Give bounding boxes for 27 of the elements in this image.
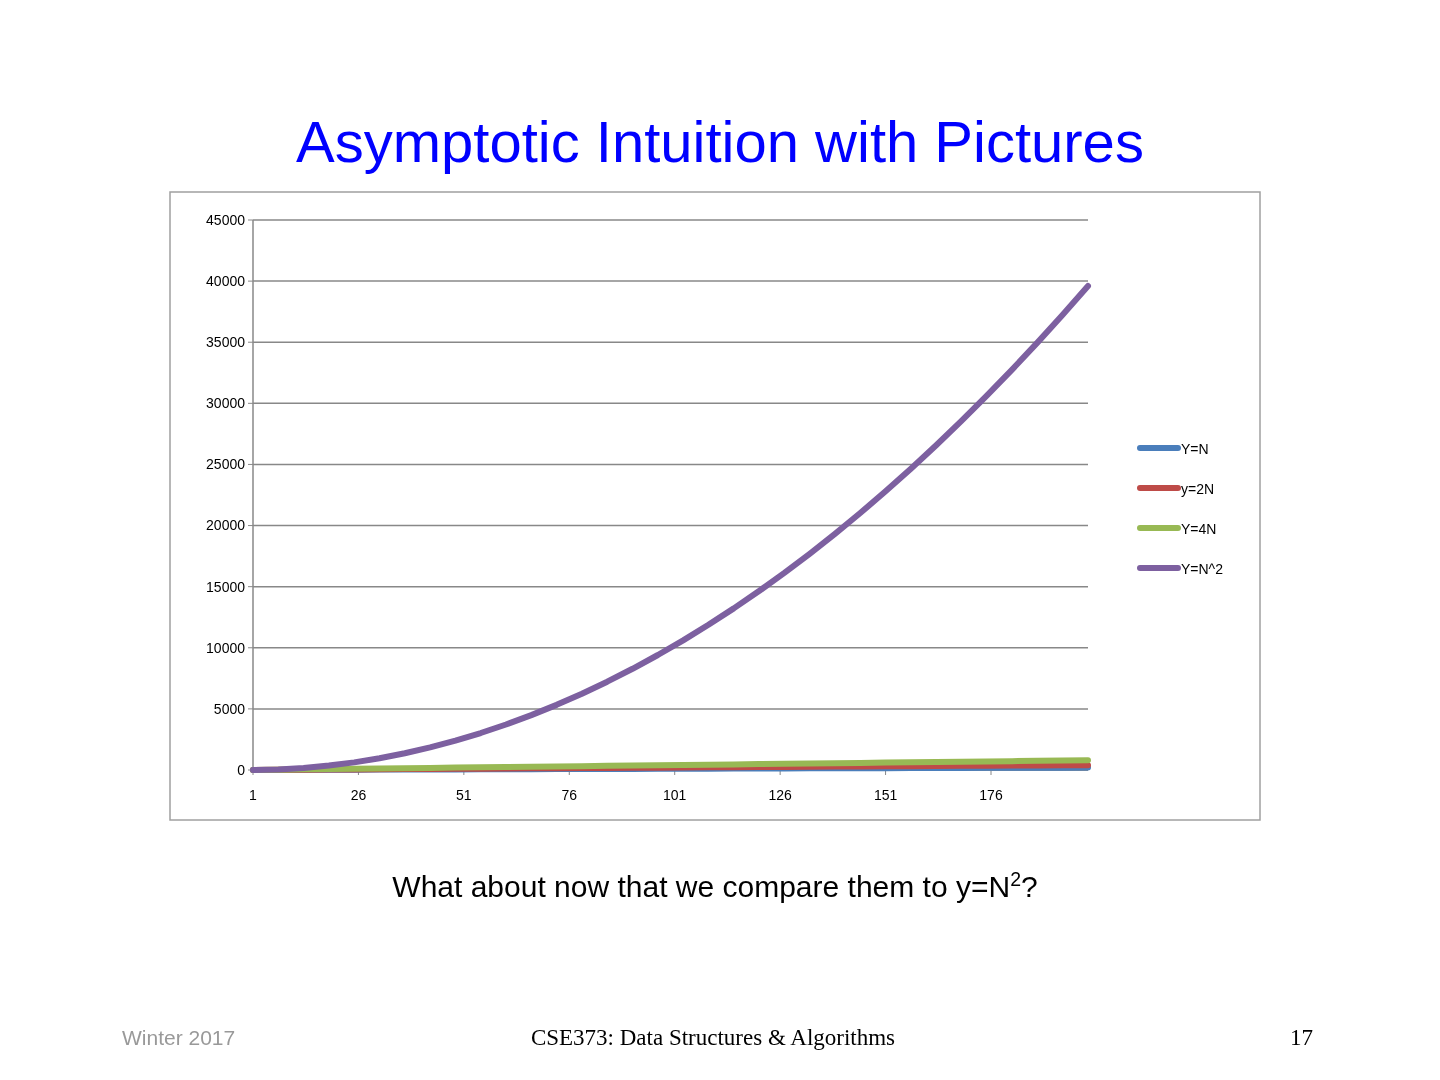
x-tick-label: 26 — [350, 787, 367, 803]
y-tick-label: 30000 — [206, 395, 246, 412]
x-tick-label: 76 — [561, 787, 578, 803]
x-tick-label: 126 — [768, 787, 793, 803]
text: CSE373: Data Structures & Algorithms — [530, 1025, 896, 1050]
text: Winter 2017 — [122, 1026, 236, 1049]
x-tick-label: 151 — [873, 787, 898, 803]
legend-label: Y=N — [1181, 441, 1209, 458]
legend-label: y=2N — [1181, 481, 1215, 498]
y-tick-label: 45000 — [206, 211, 246, 228]
legend-label: Y=N^2 — [1181, 561, 1224, 578]
y-tick-label: 15000 — [206, 578, 246, 595]
x-tick-label: 101 — [663, 787, 687, 803]
y-tick-label: 0 — [237, 761, 246, 778]
y-tick-label: 10000 — [206, 639, 246, 656]
y-tick-label: 5000 — [213, 700, 246, 717]
y-tick-label: 25000 — [206, 456, 246, 473]
x-tick-label: 176 — [979, 787, 1003, 803]
text: 17 — [1290, 1025, 1313, 1050]
x-tick-label: 51 — [456, 787, 472, 803]
y-tick-label: 35000 — [206, 334, 246, 351]
legend-label: Y=4N — [1181, 521, 1217, 538]
x-tick-label: 1 — [249, 787, 258, 803]
text: What about now that we compare them to y=N$^{2}$? — [392, 868, 1038, 903]
y-tick-label: 40000 — [206, 273, 246, 290]
y-tick-label: 20000 — [206, 517, 246, 534]
chart-title: Asymptotic Intuition with Pictures — [296, 109, 1144, 174]
